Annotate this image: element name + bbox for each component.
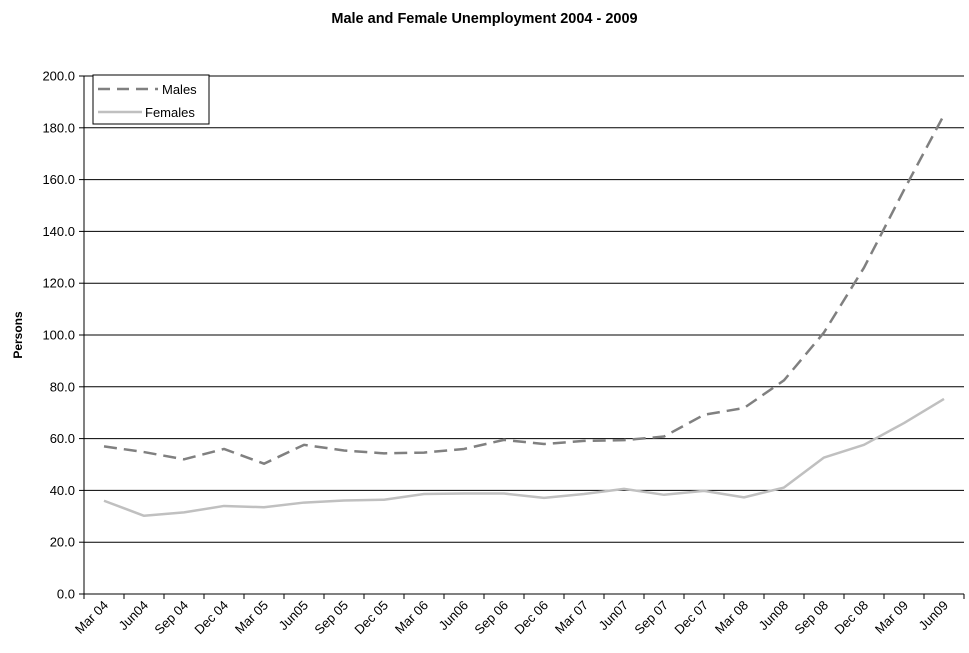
x-tick-label: Dec 04 [191,598,231,638]
x-tick-label: Dec 08 [831,598,871,638]
x-tick-labels: Mar 04 Jun04 Sep 04 Dec 04 Mar 05 Jun05 Sep 05… [72,598,951,638]
x-tick-label: Mar 08 [712,598,751,637]
y-tick-label: 0.0 [57,587,75,602]
x-tick-label: Mar 04 [72,598,111,637]
x-tick-label: Jun09 [915,598,951,634]
y-tick-label: 60.0 [50,431,75,446]
y-tick-label: 140.0 [42,224,75,239]
x-tick-label: Mar 09 [872,598,911,637]
y-tick-label: 100.0 [42,328,75,343]
x-tick-label: Dec 07 [671,598,711,638]
x-tick-label: Sep 07 [631,598,671,638]
y-tick-label: 20.0 [50,535,75,550]
y-tick-label: 120.0 [42,276,75,291]
legend-label-males: Males [162,82,197,97]
x-tick-label: Jun07 [595,598,631,634]
legend-box [92,74,210,125]
series-line-males [103,114,946,465]
y-tick-label: 160.0 [42,172,75,187]
x-tick-label: Sep 05 [311,598,351,638]
legend: Males Females [92,74,210,125]
series-lines [103,114,946,518]
series-line-females [103,397,945,518]
y-tick-label: 180.0 [42,120,75,135]
x-tick-label: Sep 04 [151,598,191,638]
x-tick-label: Mar 05 [232,598,271,637]
x-tick-label: Mar 07 [552,598,591,637]
gridlines [84,75,964,543]
y-tick-label: 80.0 [50,379,75,394]
x-tick-label: Jun08 [755,598,791,634]
x-tick-label: Jun06 [435,598,471,634]
x-tick-label: Sep 06 [471,598,511,638]
y-tick-label: 200.0 [42,69,75,84]
y-axis-label: Persons [11,311,25,359]
x-tick-label: Dec 06 [511,598,551,638]
x-tick-label: Dec 05 [351,598,391,638]
x-tick-label: Jun04 [115,598,151,634]
axes [79,75,965,599]
legend-label-females: Females [145,105,195,120]
x-tick-label: Mar 06 [392,598,431,637]
y-tick-label: 40.0 [50,483,75,498]
x-tick-label: Sep 08 [791,598,831,638]
x-tick-label: Jun05 [275,598,311,634]
chart-title: Male and Female Unemployment 2004 - 2009 [331,11,638,27]
y-tick-labels: 0.0 20.0 40.0 60.0 80.0 100.0 120.0 140.0 160.0 1… [42,69,75,602]
